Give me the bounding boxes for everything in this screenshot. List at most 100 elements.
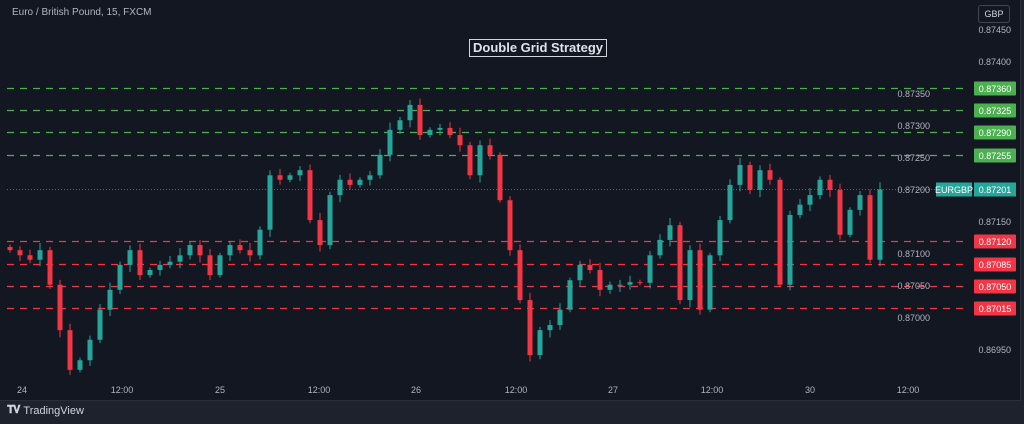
candle-body[interactable] <box>427 129 433 135</box>
candle-body[interactable] <box>737 165 743 185</box>
candle-body[interactable] <box>167 261 173 265</box>
candle-body[interactable] <box>317 220 323 246</box>
candle-body[interactable] <box>727 184 733 221</box>
candle-body[interactable] <box>597 270 603 290</box>
candle-body[interactable] <box>27 255 33 260</box>
candle-body[interactable] <box>687 250 693 301</box>
chart-title: Double Grid Strategy <box>469 39 608 57</box>
candle-body[interactable] <box>127 250 133 265</box>
candle-body[interactable] <box>67 330 73 370</box>
y-tick-label: 0.87150 <box>978 217 1011 227</box>
candle-body[interactable] <box>767 170 773 180</box>
candle-body[interactable] <box>267 175 273 230</box>
candle-body[interactable] <box>877 189 883 260</box>
candle-body[interactable] <box>707 255 713 310</box>
candle-body[interactable] <box>517 250 523 301</box>
candle-body[interactable] <box>777 179 783 285</box>
candle-body[interactable] <box>507 200 513 251</box>
currency-button[interactable]: GBP <box>978 5 1010 23</box>
x-tick-label: 12:00 <box>897 385 920 395</box>
candle-body[interactable] <box>447 127 453 135</box>
candle-body[interactable] <box>527 300 533 356</box>
candle-body[interactable] <box>347 179 353 185</box>
candle-body[interactable] <box>787 214 793 285</box>
candle-body[interactable] <box>657 239 663 256</box>
candle-body[interactable] <box>857 195 863 210</box>
x-tick-label: 12:00 <box>505 385 528 395</box>
candle-body[interactable] <box>87 339 93 361</box>
candle-body[interactable] <box>617 284 623 286</box>
candle-body[interactable] <box>147 270 153 276</box>
candle-body[interactable] <box>637 282 643 284</box>
candle-body[interactable] <box>157 264 163 270</box>
tradingview-logo[interactable]: 𝐓𝐕 TradingView <box>7 404 84 417</box>
candle-body[interactable] <box>757 170 763 190</box>
candle-body[interactable] <box>487 145 493 155</box>
symbol-legend[interactable]: Euro / British Pound, 15, FXCM <box>12 7 152 18</box>
candle-body[interactable] <box>257 229 263 256</box>
candle-body[interactable] <box>747 165 753 190</box>
candle-body[interactable] <box>627 282 633 285</box>
candle-body[interactable] <box>337 179 343 196</box>
candle-body[interactable] <box>37 250 43 260</box>
candle-body[interactable] <box>537 330 543 356</box>
symbol-tag-bg <box>936 182 972 197</box>
candle-body[interactable] <box>587 264 593 270</box>
candle-body[interactable] <box>247 250 253 256</box>
candle-body[interactable] <box>677 225 683 301</box>
candle-body[interactable] <box>837 190 843 235</box>
candle-body[interactable] <box>387 129 393 155</box>
candle-body[interactable] <box>77 360 83 370</box>
candle-body[interactable] <box>577 264 583 281</box>
candle-body[interactable] <box>47 250 53 285</box>
candle-body[interactable] <box>667 225 673 240</box>
candle-body[interactable] <box>547 325 553 331</box>
candle-body[interactable] <box>287 175 293 180</box>
candle-body[interactable] <box>107 289 113 310</box>
candle-body[interactable] <box>717 220 723 256</box>
candle-body[interactable] <box>607 284 613 290</box>
candle-body[interactable] <box>117 264 123 290</box>
candle-body[interactable] <box>177 255 183 262</box>
candle-body[interactable] <box>197 245 203 256</box>
candle-body[interactable] <box>207 255 213 276</box>
candle-body[interactable] <box>57 284 63 331</box>
candle-body[interactable] <box>847 209 853 235</box>
candle-body[interactable] <box>457 134 463 146</box>
candle-body[interactable] <box>407 104 413 121</box>
candle-body[interactable] <box>467 145 473 176</box>
y-tick-label: 0.86950 <box>978 345 1011 355</box>
lower-grid-label-bg <box>974 279 1016 294</box>
y-tick-label: 0.87200 <box>897 185 930 195</box>
candle-body[interactable] <box>187 245 193 256</box>
candle-body[interactable] <box>227 245 233 256</box>
candle-body[interactable] <box>307 170 313 221</box>
candle-body[interactable] <box>557 309 563 326</box>
candle-body[interactable] <box>827 179 833 190</box>
candle-body[interactable] <box>377 154 383 176</box>
candle-body[interactable] <box>867 195 873 260</box>
candle-body[interactable] <box>367 175 373 180</box>
candle-body[interactable] <box>697 250 703 310</box>
candle-body[interactable] <box>497 154 503 201</box>
candle-body[interactable] <box>797 204 803 215</box>
candle-body[interactable] <box>237 245 243 251</box>
candle-body[interactable] <box>437 127 443 130</box>
candle-body[interactable] <box>7 246 13 251</box>
candle-body[interactable] <box>357 179 363 185</box>
candle-body[interactable] <box>277 175 283 180</box>
candle-body[interactable] <box>17 250 23 256</box>
candle-body[interactable] <box>817 179 823 196</box>
candle-body[interactable] <box>417 104 423 135</box>
candle-body[interactable] <box>647 255 653 283</box>
candle-body[interactable] <box>97 309 103 340</box>
candle-body[interactable] <box>397 120 403 130</box>
candle-body[interactable] <box>807 195 813 205</box>
candle-body[interactable] <box>327 195 333 246</box>
candle-body[interactable] <box>567 280 573 310</box>
candle-body[interactable] <box>217 255 223 276</box>
candle-body[interactable] <box>477 145 483 176</box>
candle-body[interactable] <box>137 250 143 276</box>
candle-body[interactable] <box>297 170 303 176</box>
